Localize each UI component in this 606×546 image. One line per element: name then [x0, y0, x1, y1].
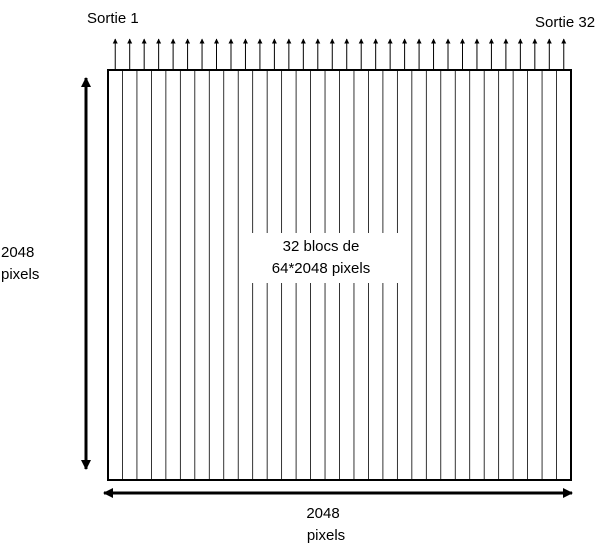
- width-dimension-unit: pixels: [307, 527, 345, 544]
- center-label-line1: 32 blocs de: [283, 238, 360, 255]
- height-dimension-value: 2048: [1, 244, 34, 261]
- image-frame: [107, 69, 572, 481]
- output-last-label: Sortie 32: [535, 14, 595, 31]
- height-dimension-unit: pixels: [1, 266, 39, 283]
- width-dimension-value: 2048: [306, 505, 339, 522]
- center-label-line2: 64*2048 pixels: [272, 260, 370, 277]
- output-first-label: Sortie 1: [87, 10, 139, 27]
- output-arrows: [112, 38, 567, 70]
- center-label-background: [244, 233, 398, 283]
